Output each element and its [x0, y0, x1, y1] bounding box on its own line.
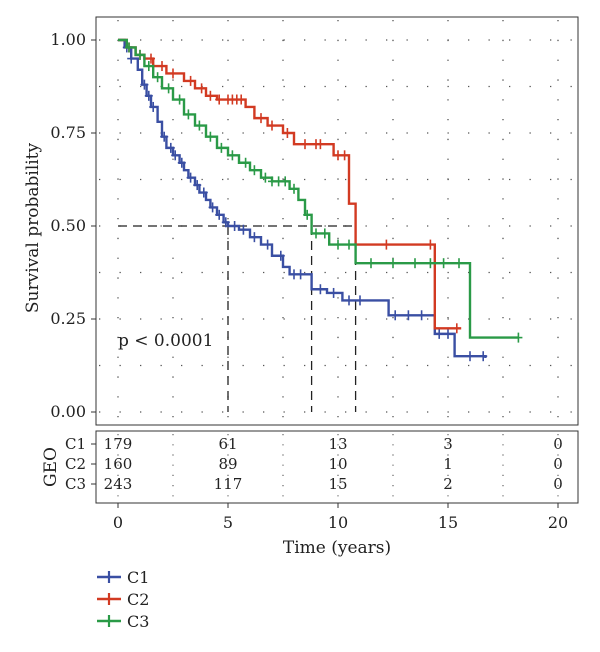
risk-count: 243 [104, 475, 133, 493]
risk-count: 179 [104, 435, 133, 453]
x-axis-title: Time (years) [283, 538, 391, 558]
legend-label: C2 [127, 590, 149, 609]
risk-count: 13 [328, 435, 347, 453]
survival-curves [118, 38, 523, 362]
curve-c1 [118, 38, 487, 359]
x-tick-label: 5 [223, 513, 233, 532]
x-tick-label: 20 [548, 513, 568, 532]
risk-count: 61 [218, 435, 237, 453]
y-tick-label: 0.25 [50, 309, 86, 328]
x-tick-label: 10 [328, 513, 348, 532]
plot-panel [95, 16, 579, 426]
y-tick-label: 0.50 [50, 216, 86, 235]
x-tick-label: 15 [438, 513, 458, 532]
risk-count: 0 [553, 455, 563, 473]
risk-table-panel [95, 430, 579, 504]
legend: C1 C2 C3 [97, 568, 149, 631]
y-tick-label: 1.00 [50, 30, 86, 49]
y-tick-label: 0.75 [50, 123, 86, 142]
curve-c3 [118, 38, 519, 339]
risk-count: 3 [443, 435, 453, 453]
risk-count: 0 [553, 475, 563, 493]
risk-count: 89 [218, 455, 237, 473]
risk-table: C1 179 61 13 3 0C2 160 89 10 1 0C3 243 117 15 2 0 [65, 435, 563, 493]
y-tick-label: 0.00 [50, 402, 86, 421]
risk-table-label: GEO [41, 447, 61, 487]
x-axis: 0 5 10 15 20 [113, 503, 568, 532]
risk-count: 0 [553, 435, 563, 453]
risk-count: 160 [104, 455, 133, 473]
risk-count: 10 [328, 455, 347, 473]
risk-count: 1 [443, 455, 453, 473]
y-axis-title: Survival probability [23, 142, 43, 313]
p-value-annotation: p < 0.0001 [118, 331, 213, 351]
y-axis: 0.00 0.25 0.50 0.75 1.00 [50, 30, 96, 421]
x-tick-label: 0 [113, 513, 123, 532]
legend-label: C3 [127, 612, 149, 631]
risk-group-label: C3 [65, 475, 86, 493]
risk-group-label: C2 [65, 455, 86, 473]
risk-count: 117 [214, 475, 243, 493]
risk-group-label: C1 [65, 435, 86, 453]
risk-count: 2 [443, 475, 453, 493]
risk-count: 15 [328, 475, 347, 493]
legend-label: C1 [127, 568, 149, 587]
risk-table-grid [117, 434, 559, 500]
